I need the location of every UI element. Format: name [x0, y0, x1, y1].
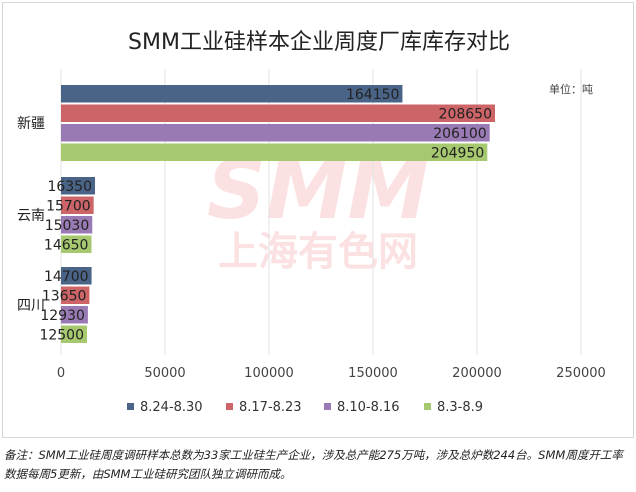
data-label: 16350 [47, 179, 92, 195]
bar [61, 143, 488, 161]
data-label: 14700 [44, 269, 89, 285]
legend-label: 8.10-8.16 [337, 400, 400, 415]
data-label: 164150 [346, 87, 399, 103]
bar [61, 216, 93, 234]
x-tick-label: 150000 [348, 366, 398, 381]
category-label: 云南 [17, 208, 45, 224]
data-label: 206100 [433, 126, 486, 142]
category-label: 新疆 [17, 116, 45, 132]
legend-swatch [424, 403, 431, 410]
watermark-subtitle: 上海有色网 [218, 229, 418, 275]
x-tick-label: 250000 [556, 366, 606, 381]
x-tick-label: 0 [57, 366, 65, 381]
x-tick-label: 50000 [144, 366, 185, 381]
bar [61, 177, 96, 195]
legend-swatch [324, 403, 331, 410]
data-label: 14650 [44, 237, 89, 253]
bar [61, 325, 87, 343]
bar [61, 124, 490, 142]
data-label: 15030 [45, 218, 90, 234]
x-tick-label: 200000 [452, 366, 502, 381]
legend-swatch [127, 403, 134, 410]
data-label: 12930 [40, 308, 85, 324]
legend-label: 8.24-8.30 [140, 400, 203, 415]
data-label: 12500 [39, 327, 84, 343]
chart: SMM 上海有色网 SMM工业硅样本企业周度厂库库存对比 单位：吨 164150… [17, 30, 606, 415]
x-tick-label: 100000 [244, 366, 294, 381]
data-label: 15700 [46, 198, 91, 214]
footnote: 备注：SMM工业硅周度调研样本总数为33家工业硅生产企业，涉及总产能275万吨，… [4, 448, 623, 481]
bar [61, 306, 88, 324]
bar [61, 286, 90, 304]
bar [61, 235, 92, 253]
bar [61, 196, 94, 214]
legend-swatch [226, 403, 233, 410]
chart-frame: SMM 上海有色网 SMM工业硅样本企业周度厂库库存对比 单位：吨 164150… [2, 2, 634, 438]
data-label: 208650 [439, 106, 492, 122]
chart-title: SMM工业硅样本企业周度厂库库存对比 [128, 30, 510, 55]
data-label: 204950 [431, 145, 484, 161]
bar [61, 85, 403, 103]
legend-label: 8.3-8.9 [437, 400, 483, 415]
unit-label: 单位：吨 [549, 82, 593, 96]
legend-label: 8.17-8.23 [239, 400, 302, 415]
bar [61, 267, 92, 285]
category-label: 四川 [17, 298, 45, 314]
bar [61, 104, 495, 122]
data-label: 13650 [42, 288, 87, 304]
